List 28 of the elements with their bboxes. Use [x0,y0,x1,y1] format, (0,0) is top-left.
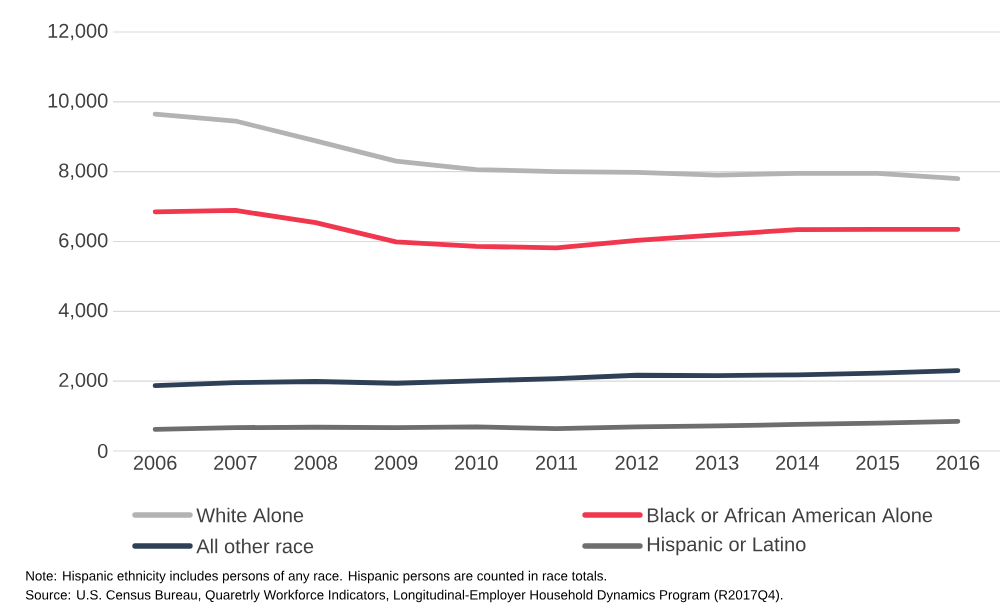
x-tick-label: 2009 [374,455,418,470]
line-series [152,208,961,251]
x-tick-label: 2014 [776,455,819,470]
x-tick-label: 2012 [615,455,659,470]
x-tick-label: 2008 [294,455,338,470]
x-tick-label: 2013 [695,455,739,470]
line-series [152,418,961,432]
x-tick-label: 2010 [454,455,498,470]
x-tick-label: 2006 [133,455,177,470]
y-tick-label: 4,000 [58,303,108,320]
y-tick-label: 0 [97,443,108,459]
legend-label: White Alone [196,507,304,523]
legend-label: Hispanic or Latino [647,536,806,556]
y-tick-label: 12,000 [48,23,108,41]
y-tick-label: 6,000 [59,233,108,250]
line-series [152,368,961,389]
source-note: Source: U.S. Census Bureau, Quaretrly Workforce Indicators, Longitudinal-Employer Household Dynamics Program (R2017Q4). [25,589,783,603]
legend-label: Black or African American Alone [647,507,933,523]
y-tick-label: 2,000 [59,372,108,390]
line-series [152,111,961,182]
x-tick-label: 2016 [936,455,980,470]
x-tick-label: 2015 [856,455,899,470]
y-tick-label: 10,000 [48,93,108,111]
legend-label: All other race [196,538,314,554]
x-tick-label: 2011 [536,455,578,470]
text: Note: Hispanic ethnicity includes persons of any race. Hispanic persons are counted in race totals. [26,570,606,584]
x-tick-label: 2007 [214,455,257,470]
y-tick-label: 8,000 [59,163,108,180]
